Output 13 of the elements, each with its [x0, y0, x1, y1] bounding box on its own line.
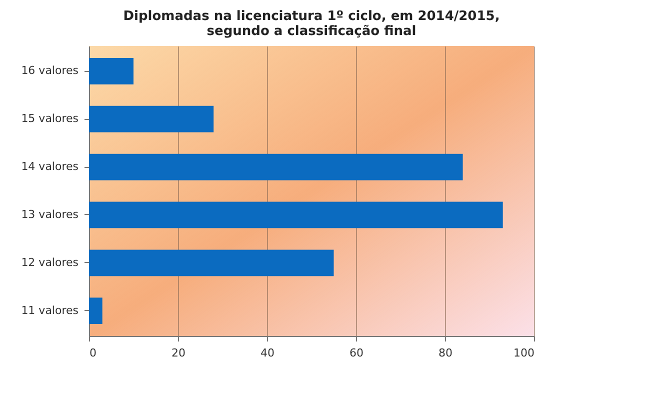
y-tick-label: 13 valores	[21, 208, 79, 221]
x-tick-label: 20	[172, 346, 186, 360]
y-tick-label: 15 valores	[21, 112, 79, 126]
x-tick-label: 40	[260, 346, 274, 360]
x-tick-label: 0	[90, 346, 96, 360]
x-tick-label: 100	[514, 346, 534, 360]
chart-title: Diplomadas na licenciatura 1º ciclo, em 2014/2015, segundo a classificação final	[123, 9, 500, 39]
y-tick-label: 16 valores	[21, 64, 79, 78]
y-tick-label: 12 valores	[21, 256, 79, 269]
x-tick-label: 80	[438, 346, 452, 360]
y-tick-label: 11 valores	[21, 304, 79, 317]
y-tick-label: 14 valores	[21, 160, 79, 174]
x-tick-label: 60	[350, 346, 364, 360]
